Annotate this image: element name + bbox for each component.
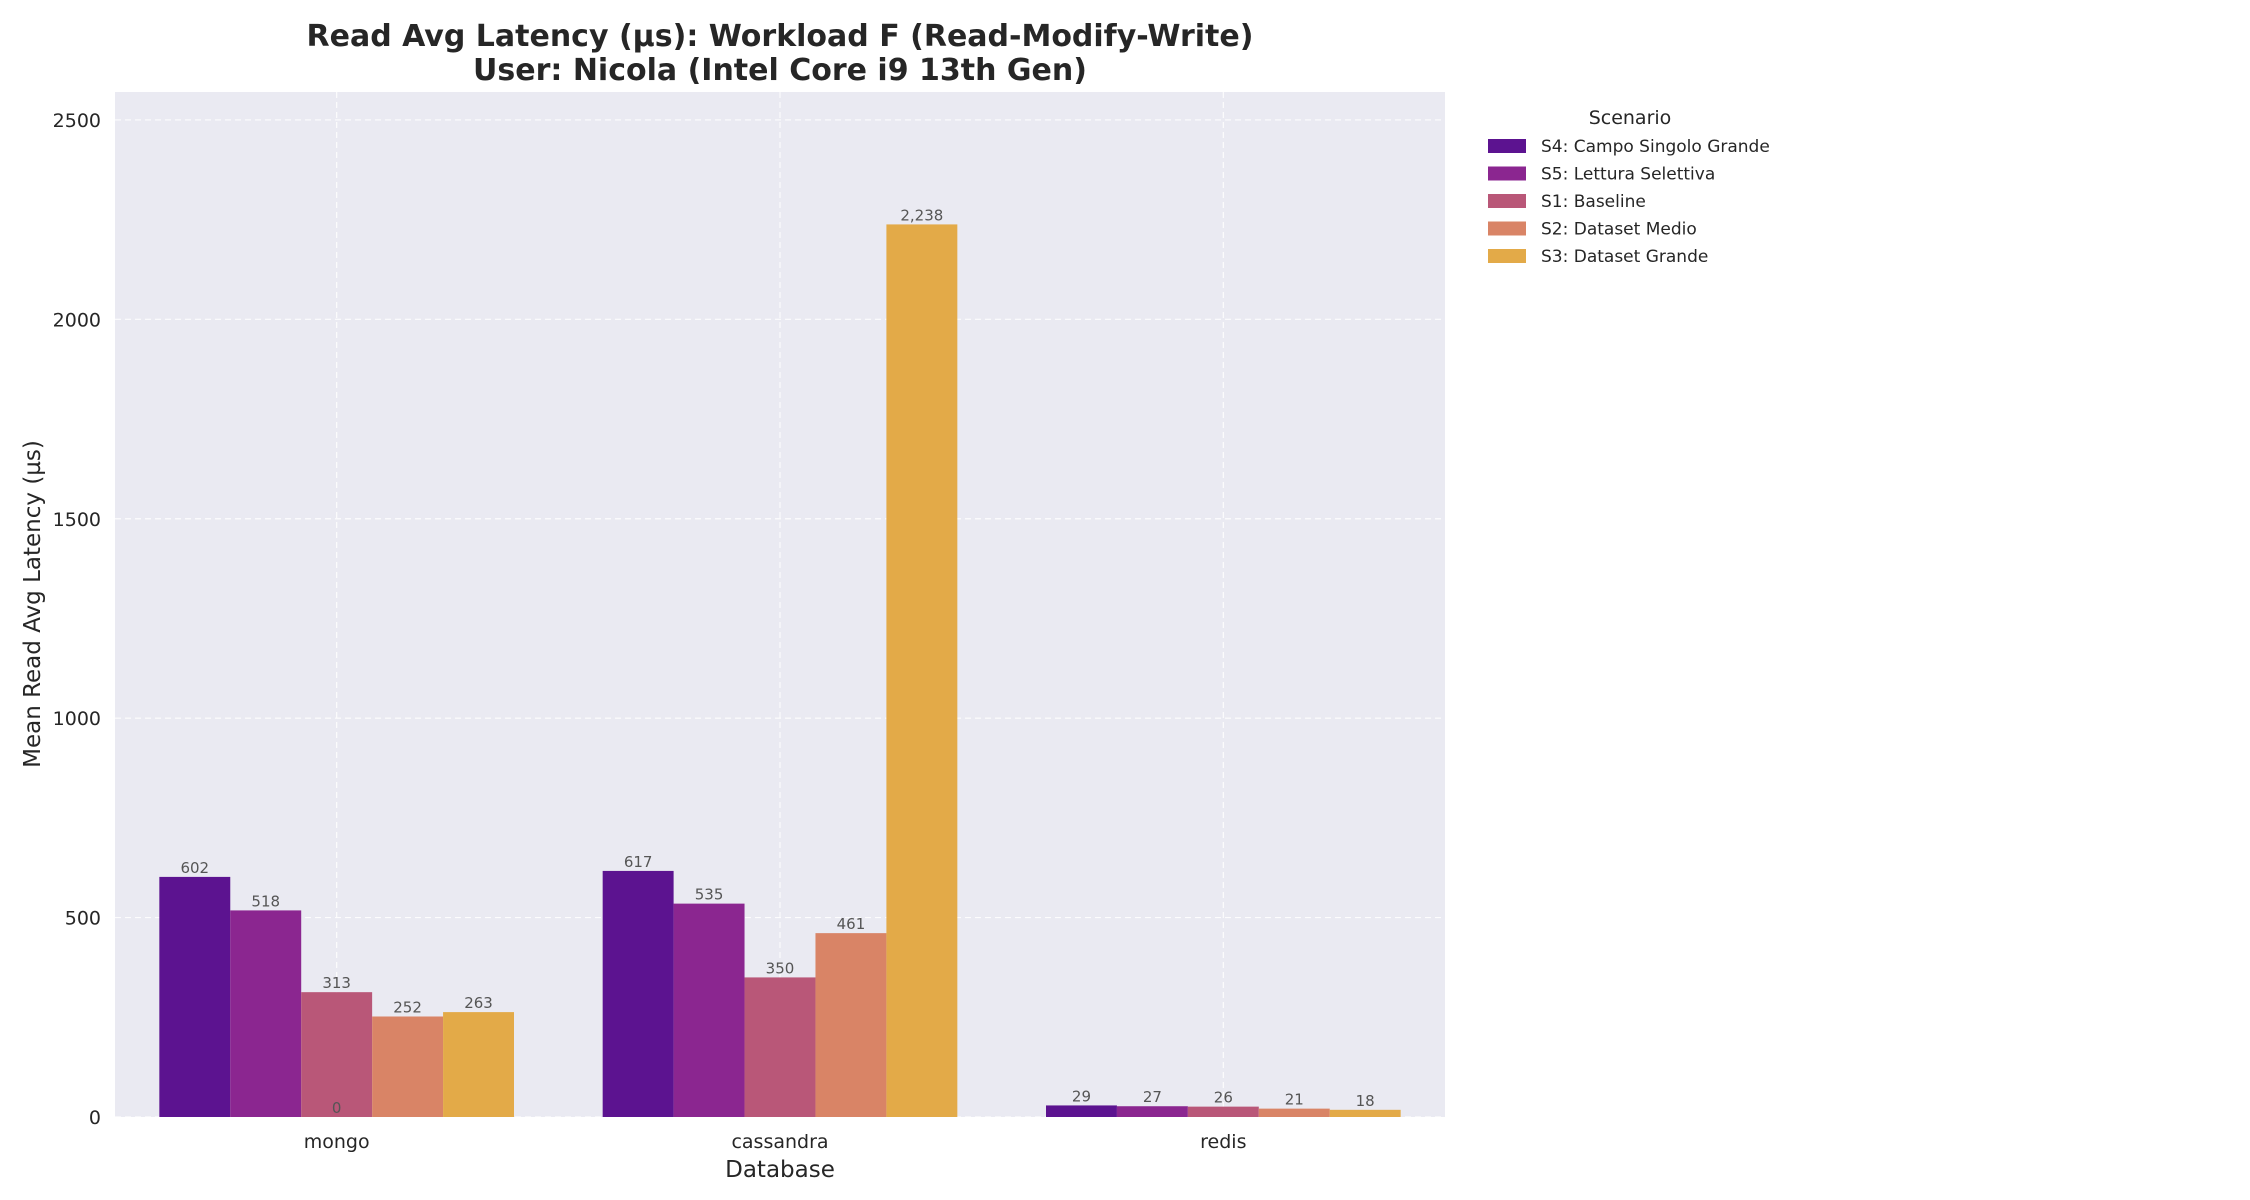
bar-value-label: 29 [1072,1087,1091,1105]
bar [815,933,887,1117]
bar [673,903,745,1117]
bar [1116,1106,1188,1117]
legend-swatch [1488,139,1526,153]
y-axis-ticks: 0 500 1000 1500 2000 2500 [53,110,101,1129]
chart-subtitle: User: Nicola (Intel Core i9 13th Gen) [473,53,1087,88]
legend-swatch [1488,194,1526,208]
bar-value-label: 617 [624,853,653,871]
y-tick-label: 500 [65,908,101,930]
legend-label: S4: Campo Singolo Grande [1541,137,1770,157]
x-tick-label: redis [1200,1131,1246,1153]
bar [886,224,958,1117]
legend-label: S5: Lettura Selettiva [1541,165,1715,185]
bar [1329,1109,1401,1117]
x-tick-label: mongo [304,1131,370,1153]
bar-value-label: 313 [322,974,351,992]
bar [230,910,302,1117]
legend: Scenario S4: Campo Singolo Grande S5: Let… [1488,107,1770,267]
bar-value-label: 252 [393,998,422,1016]
bar-value-label: 21 [1285,1091,1304,1109]
chart-title: Read Avg Latency (µs): Workload F (Read-… [307,19,1254,54]
y-tick-label: 2500 [53,110,101,132]
x-axis-label: Database [725,1157,835,1183]
bar [159,876,231,1117]
y-tick-label: 1500 [53,509,101,531]
bar-value-label: 602 [180,859,209,877]
bar-value-label: 461 [837,915,866,933]
bars [159,224,1401,1117]
bar-value-label: 18 [1356,1092,1375,1110]
bar [602,870,674,1117]
annotation-label: 0 [332,1099,342,1117]
legend-label: S2: Dataset Medio [1541,220,1697,240]
x-tick-label: cassandra [731,1131,828,1153]
y-tick-label: 1000 [53,708,101,730]
legend-label: S3: Dataset Grande [1541,247,1708,267]
bar [1258,1108,1330,1117]
bar [1187,1106,1259,1117]
bar [744,977,816,1117]
data-labels: 602 617 29 518 535 27 313 350 26 252 461 21 263 2,238… [180,206,1374,1117]
legend-items: S4: Campo Singolo Grande S5: Lettura Sele… [1488,137,1770,267]
y-tick-label: 0 [89,1107,101,1129]
bar-value-label: 535 [695,886,724,904]
bar-value-label: 26 [1214,1089,1233,1107]
bar-value-label: 2,238 [900,206,943,224]
legend-label: S1: Baseline [1541,192,1646,212]
y-tick-label: 2000 [53,309,101,331]
bar [301,992,373,1117]
y-axis-label: Mean Read Avg Latency (µs) [20,440,46,768]
legend-swatch [1488,221,1526,236]
bar [443,1012,514,1117]
bar [372,1016,444,1117]
legend-swatch [1488,249,1526,263]
bar-value-label: 263 [464,994,493,1012]
legend-title: Scenario [1589,107,1672,129]
bar-value-label: 350 [766,959,795,977]
x-axis-ticks: mongo cassandra redis [304,1131,1247,1153]
bar-value-label: 518 [251,892,280,910]
legend-swatch [1488,166,1526,181]
bar [1046,1105,1117,1117]
bar-value-label: 27 [1143,1088,1162,1106]
